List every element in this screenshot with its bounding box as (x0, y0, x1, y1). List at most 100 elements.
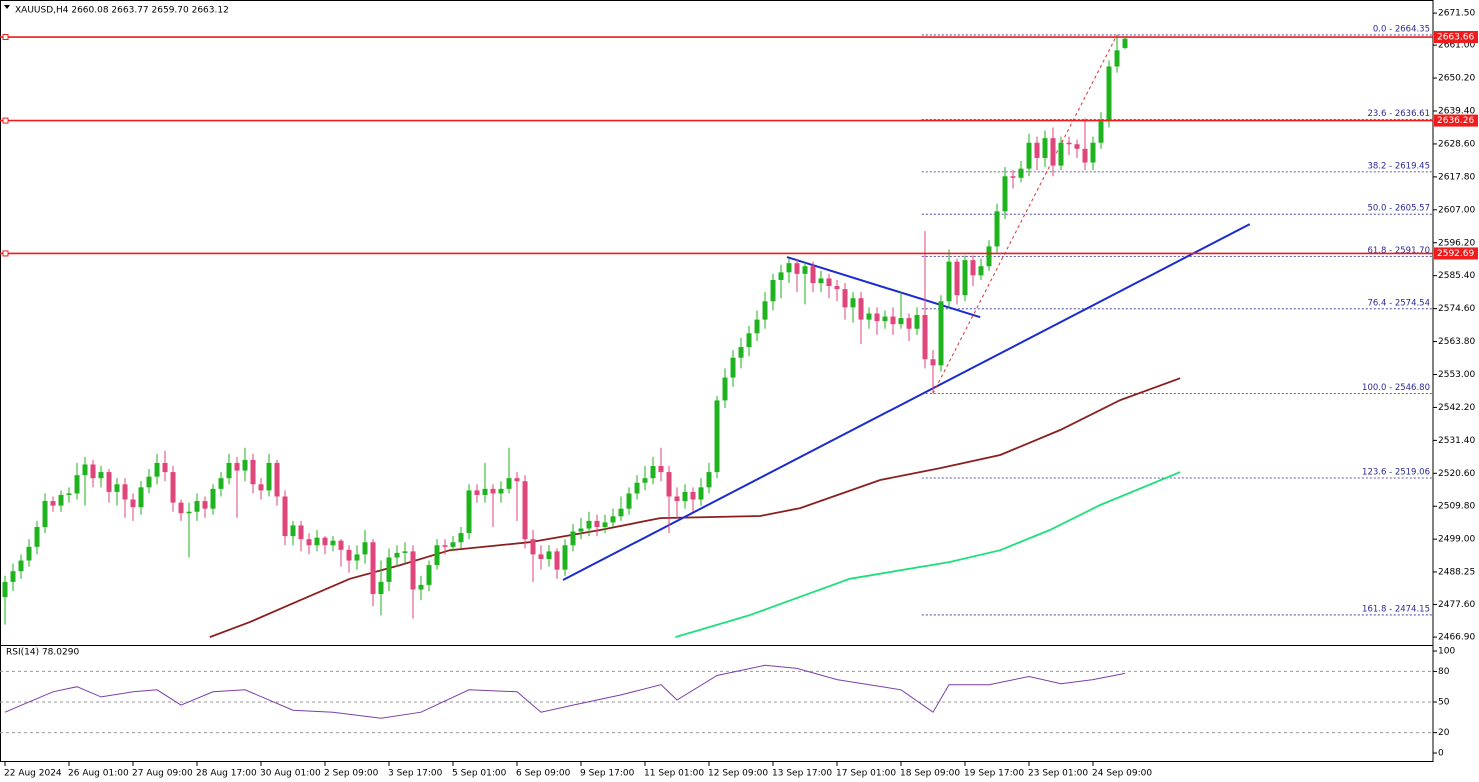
candle-body (786, 263, 792, 273)
candle-body (1090, 142, 1096, 163)
candle-body (474, 490, 480, 495)
candle-body (874, 313, 880, 322)
candle-body (266, 462, 272, 491)
candle-body (1042, 138, 1048, 158)
y-tick-label: 2596.20 (1438, 238, 1475, 248)
candle-body (1122, 38, 1128, 48)
y-tick-label: 2661.00 (1438, 41, 1475, 51)
candle-body (194, 501, 200, 512)
y-tick-label: 2531.40 (1438, 436, 1475, 446)
fib-label: 76.4 - 2574.54 (1367, 298, 1430, 308)
candle-body (826, 278, 832, 287)
fib-label: 38.2 - 2619.45 (1367, 161, 1430, 171)
candle-body (226, 462, 232, 479)
candle-body (1026, 142, 1032, 169)
candle-body (490, 488, 496, 494)
candle-body (298, 525, 304, 540)
candle-body (738, 347, 744, 358)
y-tick-label: 2477.60 (1438, 600, 1475, 610)
candle-body (362, 542, 368, 555)
candle-body (410, 551, 416, 590)
candle-body (610, 516, 616, 523)
rsi-line (4, 664, 1126, 719)
candle-body (186, 511, 192, 514)
candle-body (818, 278, 824, 284)
level-price-box (1434, 247, 1478, 260)
candle-body (722, 377, 728, 401)
y-tick-label: 2542.20 (1438, 403, 1475, 413)
candle-body (1066, 142, 1072, 145)
candle-body (1058, 142, 1064, 166)
candle-body (642, 478, 648, 483)
candle-body (130, 499, 136, 508)
candle-body (378, 581, 384, 595)
candle-body (1098, 121, 1104, 143)
overlay-line (932, 34, 1118, 394)
x-tick-label: 18 Sep 09:00 (900, 769, 960, 779)
candle-body (498, 488, 504, 494)
fib-label: 123.6 - 2519.06 (1362, 468, 1430, 478)
candle-body (338, 540, 344, 550)
candle-body (634, 482, 640, 494)
fib-label: 50.0 - 2605.57 (1367, 204, 1430, 214)
candle-body (978, 266, 984, 276)
candle-body (602, 522, 608, 527)
candle-body (426, 565, 432, 585)
candle-body (1050, 138, 1056, 166)
x-tick-label: 17 Sep 01:00 (836, 769, 896, 779)
y-tick-label: 2488.25 (1438, 567, 1475, 577)
candle-body (850, 298, 856, 308)
candle-body (562, 545, 568, 570)
rsi-tick-label: 20 (1438, 728, 1450, 738)
candle-body (1082, 148, 1088, 163)
y-tick-label: 2585.40 (1438, 271, 1475, 281)
y-tick-label: 2574.60 (1438, 304, 1475, 314)
candle-body (682, 491, 688, 502)
level-handle (2, 250, 9, 257)
candle-body (242, 459, 248, 471)
y-tick-label: 2639.40 (1438, 107, 1475, 117)
candle-body (530, 539, 536, 555)
x-tick-label: 24 Sep 09:00 (1092, 769, 1152, 779)
candle-body (450, 542, 456, 547)
x-tick-label: 19 Sep 17:00 (964, 769, 1024, 779)
candle-body (34, 526, 40, 547)
candle-body (10, 571, 16, 582)
candle-body (930, 359, 936, 366)
candle-body (546, 551, 552, 559)
candle-body (898, 318, 904, 325)
candle-body (42, 501, 48, 527)
level-handle (2, 34, 9, 41)
candle-body (58, 494, 64, 506)
candle-body (170, 472, 176, 503)
y-tick-label: 2563.80 (1438, 337, 1475, 347)
candle-body (106, 472, 112, 492)
x-tick-label: 11 Sep 01:00 (644, 769, 704, 779)
x-tick-label: 13 Sep 17:00 (772, 769, 832, 779)
rsi-tick-label: 100 (1438, 647, 1455, 657)
candle-body (82, 464, 88, 476)
fib-label: 0.0 - 2664.35 (1373, 24, 1430, 34)
candle-body (906, 318, 912, 329)
candle-body (570, 531, 576, 546)
x-tick-label: 27 Aug 09:00 (132, 769, 193, 779)
x-tick-label: 26 Aug 01:00 (68, 769, 129, 779)
candle-body (538, 554, 544, 559)
candle-body (890, 316, 896, 325)
candle-body (946, 261, 952, 302)
level-price-box (1434, 31, 1478, 44)
candle-body (858, 298, 864, 320)
candle-body (554, 551, 560, 570)
candle-body (594, 520, 600, 527)
candle-body (66, 493, 72, 495)
candle-body (394, 552, 400, 558)
level-price-label: 2636.26 (1437, 116, 1474, 126)
candle-body (578, 528, 584, 532)
candle-body (314, 537, 320, 546)
x-tick-label: 22 Aug 2024 (4, 769, 62, 779)
candle-body (234, 462, 240, 471)
candle-body (922, 315, 928, 360)
candle-body (386, 557, 392, 582)
y-tick-label: 2553.00 (1438, 370, 1475, 380)
candle-body (50, 501, 56, 506)
